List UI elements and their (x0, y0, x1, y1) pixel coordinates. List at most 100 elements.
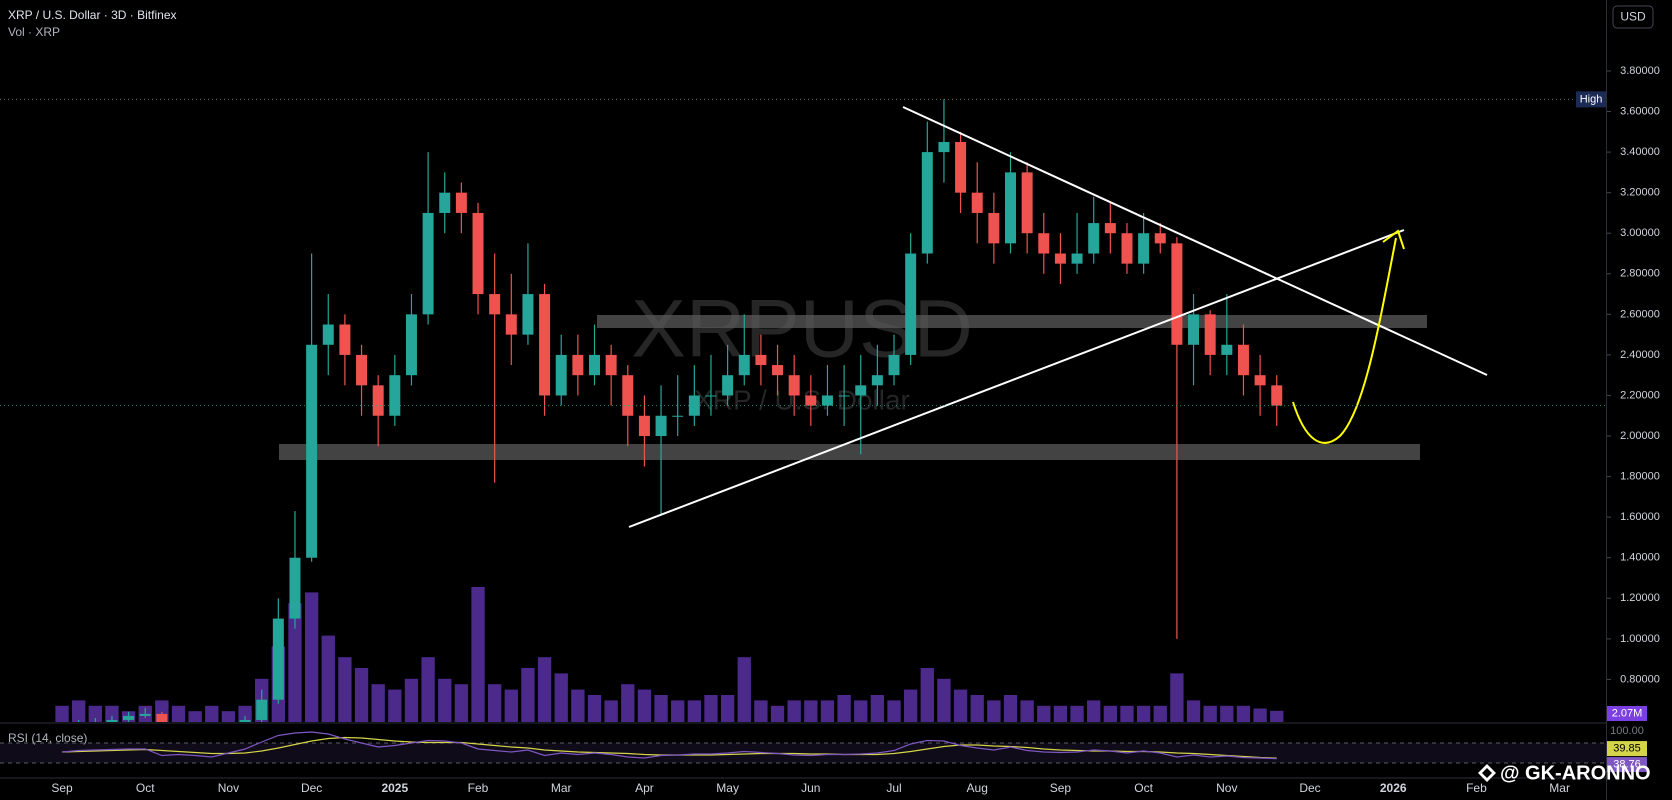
y-tick-label: 3.60000 (1620, 105, 1660, 117)
volume-bar (1136, 705, 1151, 722)
volume-bar (937, 678, 951, 722)
y-tick-label: 2.40000 (1620, 349, 1660, 361)
volume-bar (1053, 705, 1068, 722)
candle-body (489, 294, 501, 315)
candle-body (505, 314, 517, 335)
currency-label[interactable]: USD (1620, 10, 1646, 24)
candle-body (605, 354, 617, 376)
y-tick-label: 1.40000 (1620, 552, 1660, 564)
volume-bar (421, 657, 435, 722)
x-tick-label: Nov (218, 781, 239, 795)
candle-body (821, 395, 833, 406)
candle-body (921, 152, 933, 254)
volume-bar (304, 592, 319, 722)
volume-bar (554, 673, 568, 722)
candle-body (306, 344, 318, 558)
candle-body (472, 212, 484, 295)
candle-body (589, 354, 600, 376)
candle-body (1138, 233, 1150, 264)
candle-body (855, 385, 867, 396)
volume-bar (1186, 700, 1201, 722)
volume-bar (720, 695, 735, 722)
x-tick-label: Jun (801, 781, 820, 795)
volume-bar (1020, 700, 1034, 722)
y-tick-label: 1.80000 (1620, 471, 1660, 483)
volume-bar (537, 657, 552, 722)
x-tick-label: Dec (301, 781, 322, 795)
candle-body (405, 314, 417, 376)
x-tick-label: Mar (1549, 781, 1570, 795)
high-label: High (1580, 93, 1603, 105)
x-tick-label: Apr (635, 781, 654, 795)
credit-text: @ GK-ARONNO (1500, 762, 1651, 784)
volume-bar (687, 700, 701, 722)
volume-bar (637, 689, 652, 722)
volume-bar (1153, 705, 1167, 722)
volume-legend: Vol · XRP (8, 25, 60, 39)
volume-bar (55, 705, 69, 722)
volume-bar (621, 684, 635, 722)
candle-body (788, 375, 800, 396)
volume-bar (504, 689, 518, 722)
candle-body (1271, 385, 1283, 406)
candle-body (638, 415, 650, 437)
y-tick-label: 3.20000 (1620, 187, 1660, 199)
candle-body (1104, 223, 1116, 234)
volume-bar (72, 700, 86, 722)
candle-body (705, 395, 717, 397)
candle-body (672, 415, 684, 417)
volume-bar (238, 705, 252, 722)
x-tick-label: 2026 (1380, 781, 1407, 795)
candle-body (322, 324, 334, 345)
x-tick-label: Jul (886, 781, 901, 795)
trendline (628, 229, 1405, 528)
volume-bar (854, 700, 868, 722)
candle-body (655, 415, 667, 437)
volume-bar (488, 684, 502, 722)
y-tick-label: 2.00000 (1620, 430, 1660, 442)
trendline (902, 106, 1488, 376)
volume-layer (55, 587, 1284, 722)
volume-bar (1220, 705, 1234, 722)
candle-body (1071, 253, 1083, 264)
candle-body (1254, 375, 1266, 386)
candle-body (755, 354, 767, 366)
volume-badge (1607, 706, 1647, 721)
y-tick-label: 1.00000 (1620, 633, 1660, 645)
candle-body (439, 192, 451, 213)
volume-bar (654, 695, 668, 722)
rsi-line (61, 731, 1277, 760)
y-tick-label: 2.60000 (1620, 308, 1660, 320)
candle-body (955, 141, 967, 193)
volume-bar (1253, 708, 1267, 722)
volume-bar (1236, 705, 1251, 722)
x-tick-label: Oct (136, 781, 155, 795)
candle-body (555, 354, 567, 396)
volume-bar (521, 668, 535, 722)
candle-body (1005, 172, 1016, 244)
x-tick-label: Sep (51, 781, 73, 795)
rsi-layer: 100.00 (0, 725, 1644, 764)
candle-body (139, 713, 151, 716)
volume-bar (371, 684, 385, 722)
volume-bar (471, 587, 485, 722)
high-badge (1576, 91, 1606, 108)
candle-body (289, 557, 301, 619)
candle-body (522, 294, 534, 335)
candle-body (1188, 314, 1200, 345)
candle-body (805, 395, 817, 406)
candle-body (272, 618, 284, 700)
chart-title: XRP / U.S. Dollar · 3D · Bitfinex (8, 8, 177, 22)
candle-body (888, 354, 900, 376)
currency-button[interactable] (1612, 5, 1654, 29)
candle-body (1171, 243, 1183, 345)
volume-bar (1120, 705, 1134, 722)
volume-bar (804, 700, 818, 722)
candle-body (372, 385, 384, 416)
volume-bar (953, 689, 968, 722)
volume-bar (970, 695, 984, 722)
rsi-ma-badge (1607, 741, 1647, 757)
candle-layer (78, 99, 1283, 722)
volume-bar (820, 700, 835, 722)
volume-bar (105, 705, 119, 722)
